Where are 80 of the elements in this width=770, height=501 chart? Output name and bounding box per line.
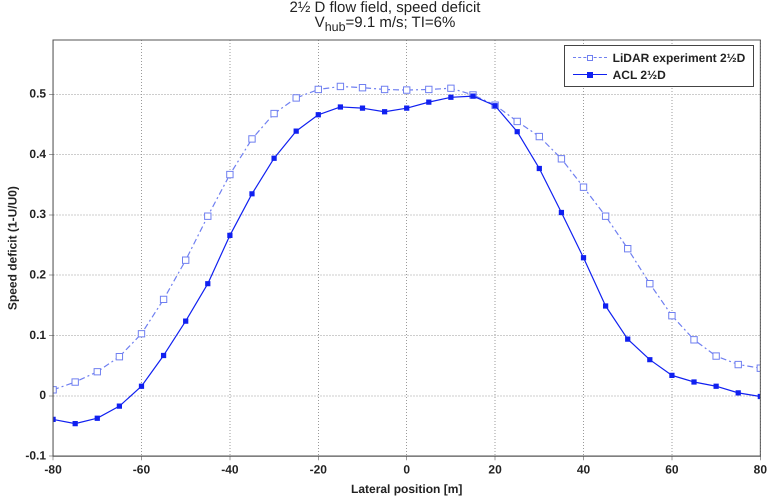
point: [669, 372, 675, 378]
point: [514, 129, 520, 134]
point: [404, 106, 410, 111]
point: [536, 132, 543, 140]
point: [336, 82, 344, 90]
x-tick-label: 60: [665, 462, 679, 477]
x-tick-label: -20: [310, 462, 328, 477]
point: [358, 84, 366, 92]
point: [338, 104, 344, 110]
point: [425, 86, 432, 94]
point: [734, 360, 742, 368]
point: [712, 352, 720, 360]
point: [204, 212, 212, 220]
point: [426, 100, 432, 105]
point: [182, 256, 190, 264]
point: [94, 416, 100, 421]
point: [602, 212, 610, 220]
point: [160, 296, 168, 304]
point: [292, 94, 300, 102]
point: [227, 232, 233, 238]
x-tick-label: 40: [576, 462, 591, 477]
y-tick-label: 0: [39, 388, 46, 402]
point: [380, 86, 388, 94]
point: [690, 336, 698, 344]
point: [647, 357, 652, 362]
chart-subtitle: V$_{hub}$=9.1 m/s; TI=6%: [314, 14, 456, 35]
point: [249, 191, 255, 196]
point: [72, 378, 79, 386]
point: [558, 155, 566, 163]
chart-title: 2½ D flow field, speed deficit: [288, 0, 482, 16]
y-tick-label: 0.4: [29, 146, 46, 161]
point: [270, 110, 278, 118]
point: [248, 135, 256, 143]
point: [580, 255, 586, 260]
x-tick-label: 0: [403, 462, 410, 477]
y-tick-label: 0.3: [29, 207, 46, 222]
point: [94, 368, 101, 376]
point: [116, 404, 122, 409]
y-tick-label: 0.2: [29, 268, 46, 282]
x-tick-label: -80: [44, 462, 62, 477]
point: [646, 280, 654, 288]
point: [691, 379, 697, 385]
point: [602, 303, 608, 309]
point: [448, 94, 454, 100]
point: [183, 318, 188, 324]
point: [138, 384, 144, 389]
point: [205, 281, 210, 286]
point: [668, 312, 676, 320]
point: [514, 118, 521, 126]
point: [558, 210, 564, 216]
x-tick-label: -40: [221, 462, 239, 477]
point: [536, 166, 542, 172]
x-tick-label: 80: [754, 462, 768, 477]
x-axis-title: Lateral position [m]: [351, 482, 462, 496]
point: [736, 390, 741, 396]
point: [714, 384, 719, 389]
point: [314, 86, 322, 94]
point: [294, 128, 299, 134]
point: [160, 352, 166, 358]
point: [403, 86, 410, 94]
y-axis-title: Speed deficit (1-U/U0): [6, 186, 20, 310]
legend-label: ACL 2½D: [612, 68, 666, 82]
point: [226, 170, 234, 178]
point: [624, 245, 632, 252]
point: [625, 336, 630, 342]
y-tick-label: 0.1: [29, 328, 46, 342]
y-tick-label: 0.5: [29, 86, 46, 101]
point: [271, 156, 277, 161]
point: [447, 84, 455, 92]
y-tick-label: -0.1: [25, 448, 46, 463]
x-tick-label: -60: [132, 462, 150, 477]
point: [138, 330, 146, 338]
legend-label: LiDAR experiment 2½D: [612, 50, 746, 64]
point: [382, 109, 388, 114]
point: [72, 421, 78, 426]
point: [116, 352, 124, 360]
point: [316, 112, 321, 118]
point: [360, 106, 366, 111]
point: [580, 183, 588, 191]
x-tick-label: 20: [488, 462, 502, 477]
